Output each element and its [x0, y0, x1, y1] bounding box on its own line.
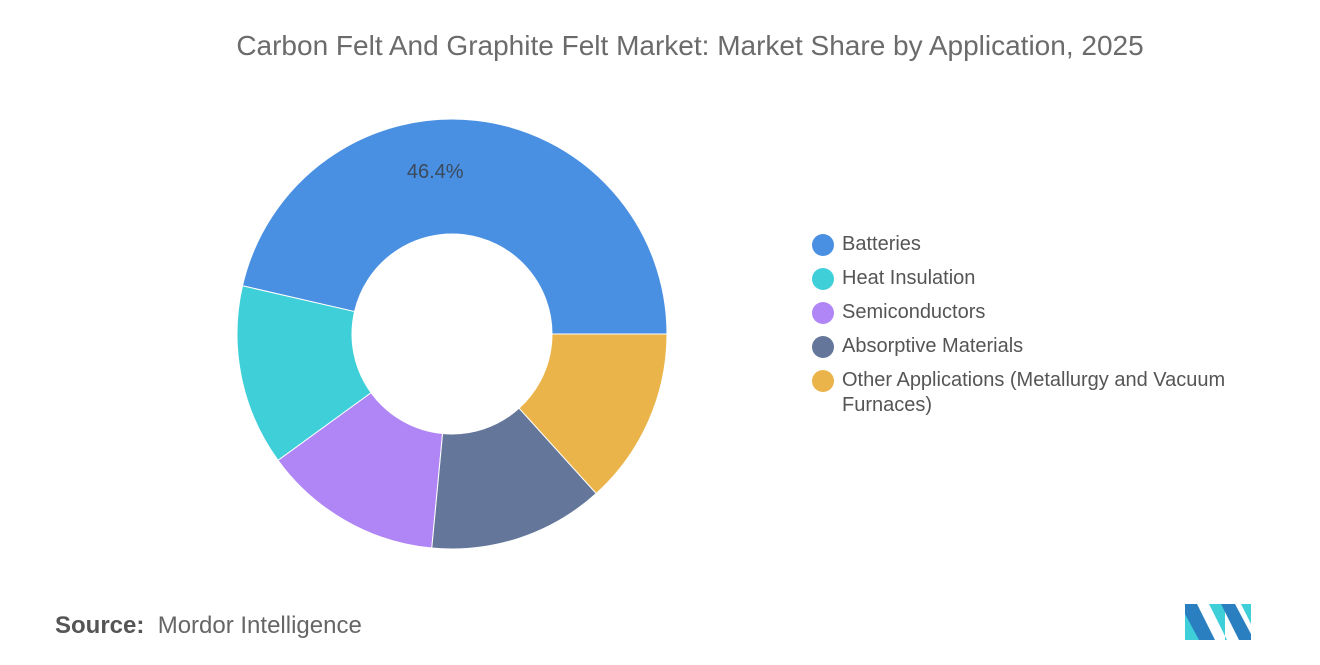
legend-swatch: [812, 234, 834, 256]
legend-label: Absorptive Materials: [842, 335, 1024, 357]
slice-batteries: [241, 118, 668, 335]
donut-chart: 46.4%: [236, 118, 668, 550]
legend-swatch: [812, 302, 834, 324]
slice-absorptive: [431, 407, 597, 550]
legend-swatch: [812, 268, 834, 290]
legend-item: Heat Insulation: [812, 266, 1292, 291]
chart-title: Carbon Felt And Graphite Felt Market: Ma…: [236, 30, 1144, 61]
legend-item: Absorptive Materials: [812, 334, 1292, 359]
legend-label: Batteries: [842, 233, 921, 255]
legend-swatch: [812, 370, 834, 392]
legend-item: Semiconductors: [812, 300, 1292, 325]
slice-other: [518, 333, 668, 495]
source-value: Mordor Intelligence: [157, 612, 362, 639]
legend-item: Batteries: [812, 232, 1292, 257]
legend-label: Semiconductors: [842, 301, 986, 323]
legend-swatch: [812, 336, 834, 358]
source-label: Source:: [55, 612, 145, 639]
source: Source: Mordor Intelligence: [55, 612, 362, 640]
legend-label: Other Applications (Metallurgy and Vacuu…: [842, 369, 1226, 416]
legend-item: Other Applications (Metallurgy and Vacuu…: [812, 368, 1292, 418]
legend: Batteries Heat Insulation Semiconductors Ab…: [812, 232, 1292, 427]
legend-label: Heat Insulation: [842, 267, 976, 289]
data-label: 46.4%: [407, 161, 464, 183]
mordor-logo: [1185, 604, 1251, 640]
